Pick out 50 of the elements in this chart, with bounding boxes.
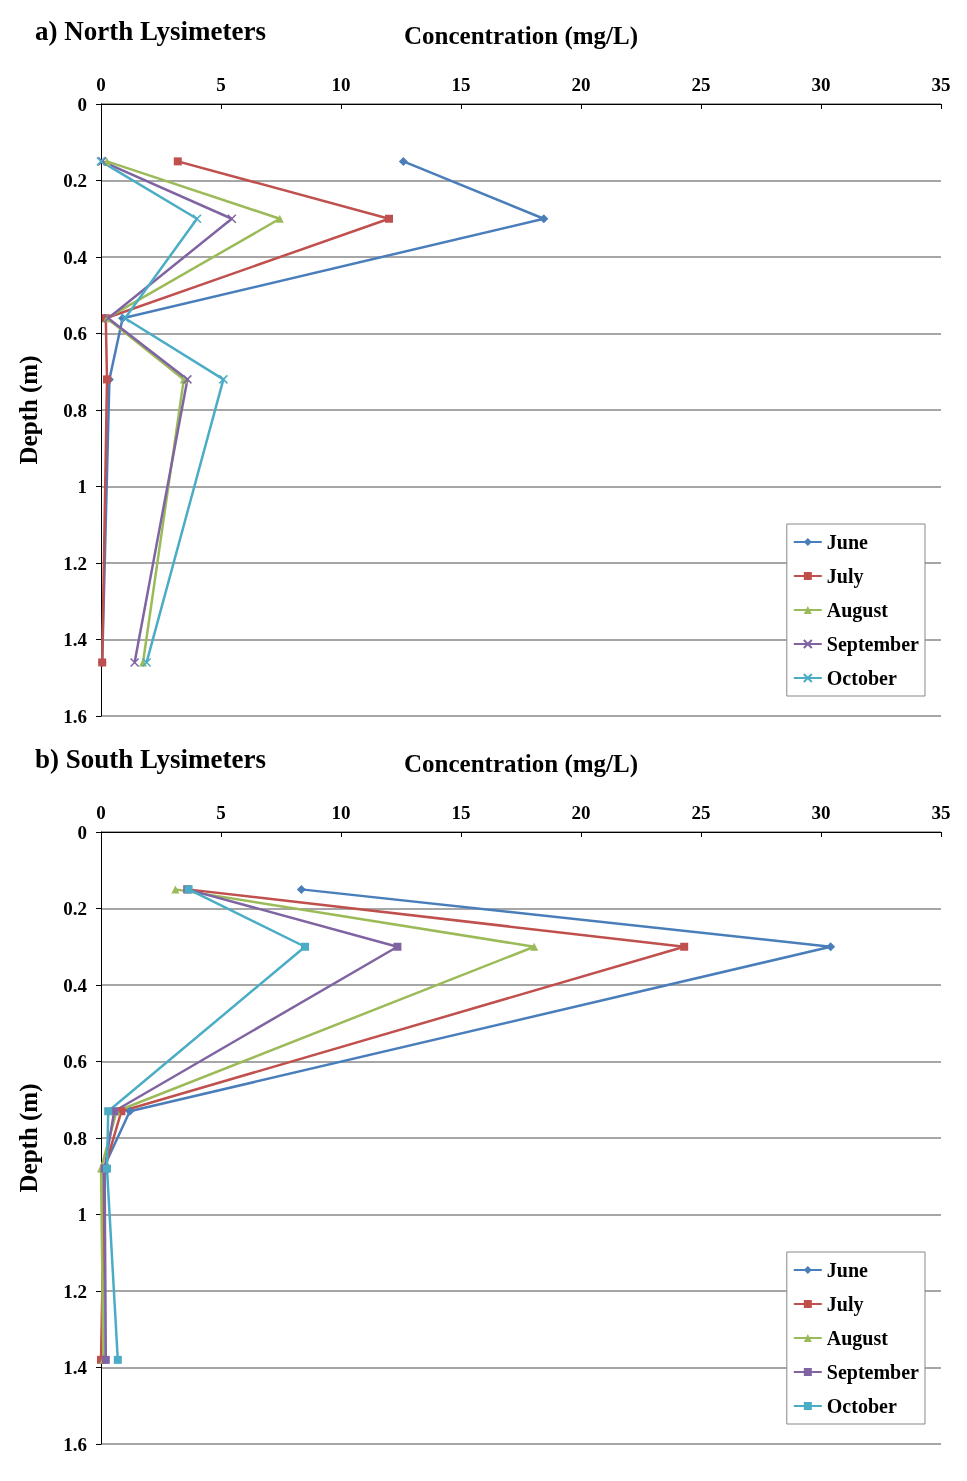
y-tick-label: 1 [77, 476, 87, 497]
y-tick-label: 1.2 [63, 1280, 87, 1302]
x-tick-label: 20 [571, 74, 591, 95]
y-tick-label: 0 [77, 93, 87, 115]
legend-label: July [826, 1293, 864, 1316]
x-tick-label: 15 [451, 802, 471, 823]
y-tick-label: 0.4 [63, 246, 88, 268]
x-tick-label: 35 [931, 802, 951, 823]
x-tick-label: 20 [571, 802, 591, 823]
x-tick-label: 5 [216, 74, 226, 95]
legend-label: October [826, 1395, 897, 1417]
y-tick-label: 1 [77, 1204, 87, 1225]
legend-label: August [826, 599, 889, 622]
x-axis-title: Concentration (mg/L) [404, 22, 638, 50]
chart-title: b) South Lysimeters [35, 743, 267, 774]
y-tick-label: 0.6 [63, 1051, 87, 1072]
y-tick-label: 0.2 [63, 898, 87, 919]
legend-label: September [826, 1361, 920, 1384]
y-tick-label: 0 [77, 821, 87, 843]
y-tick-label: 0.6 [63, 323, 87, 344]
x-tick-label: 30 [811, 802, 831, 823]
chart-title: a) North Lysimeters [35, 15, 266, 46]
y-tick-label: 0.8 [63, 399, 87, 421]
y-tick-label: 1.4 [63, 629, 88, 650]
legend-label: September [826, 633, 920, 656]
x-tick-label: 35 [931, 74, 951, 95]
y-tick-label: 0.4 [63, 974, 88, 996]
legend-label: June [826, 1259, 869, 1281]
legend-label: June [826, 531, 869, 553]
y-tick-label: 0.2 [63, 170, 87, 191]
y-tick-label: 1.2 [63, 552, 87, 574]
x-tick-label: 25 [691, 802, 711, 823]
x-tick-label: 25 [691, 74, 711, 95]
legend-label: October [826, 667, 897, 689]
x-tick-label: 15 [451, 74, 471, 95]
x-tick-label: 0 [96, 802, 106, 823]
y-tick-label: 1.6 [63, 705, 87, 727]
x-tick-label: 30 [811, 74, 831, 95]
y-tick-label: 0.8 [63, 1127, 87, 1149]
x-tick-label: 0 [96, 74, 106, 95]
y-tick-label: 1.6 [63, 1433, 87, 1455]
x-axis-title: Concentration (mg/L) [404, 750, 638, 778]
legend-label: August [826, 1327, 889, 1350]
y-axis-title: Depth (m) [15, 355, 43, 465]
y-axis-title: Depth (m) [15, 1083, 43, 1193]
x-tick-label: 10 [331, 74, 351, 95]
legend-label: July [826, 565, 864, 588]
x-tick-label: 10 [331, 802, 351, 823]
x-tick-label: 5 [216, 802, 226, 823]
y-tick-label: 1.4 [63, 1357, 88, 1378]
